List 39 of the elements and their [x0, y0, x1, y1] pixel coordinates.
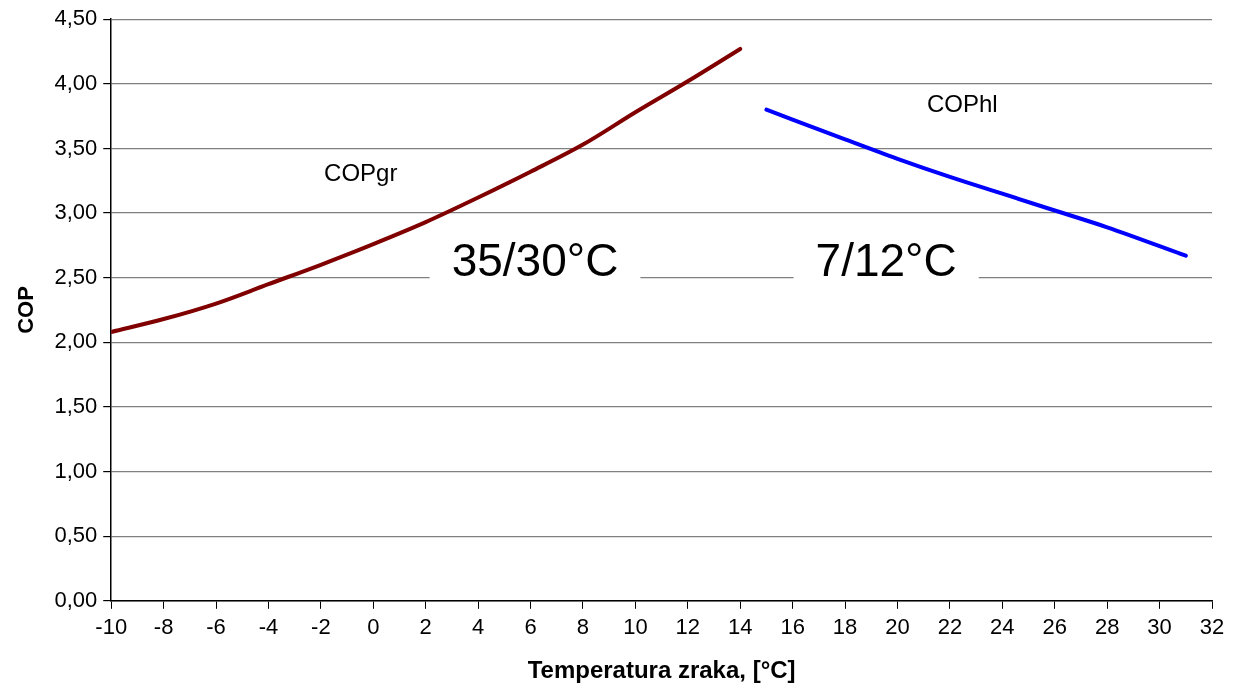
- annotation: 35/30°C: [451, 234, 619, 287]
- x-tick-label: 12: [675, 614, 701, 640]
- y-tick-label: 2,00: [54, 328, 98, 354]
- x-tick-label: -8: [153, 614, 174, 640]
- x-tick-label: 16: [780, 614, 805, 640]
- x-tick-label: 10: [623, 614, 648, 640]
- x-tick-label: 0: [367, 614, 380, 640]
- x-axis-title: Temperatura zraka, [°C]: [527, 656, 796, 684]
- x-tick-label: -2: [311, 614, 331, 640]
- y-tick-label: 4,50: [54, 5, 98, 31]
- x-tick-label: 8: [576, 614, 590, 640]
- y-tick-label: 0,00: [54, 586, 98, 612]
- x-tick-label: 18: [832, 614, 858, 640]
- y-axis-title: COP: [13, 286, 39, 334]
- x-tick-label: -4: [258, 614, 279, 640]
- x-tick-label: 2: [419, 614, 432, 640]
- y-tick-label: 4,00: [54, 69, 98, 95]
- annotation: 7/12°C: [815, 234, 957, 287]
- x-tick-label: 26: [1042, 614, 1067, 640]
- x-tick-label: 20: [885, 614, 910, 640]
- y-tick-label: 2,50: [54, 263, 98, 289]
- x-tick-label: -6: [206, 614, 226, 640]
- y-tick-label: 0,50: [54, 522, 98, 548]
- x-tick-label: 30: [1147, 614, 1172, 640]
- y-tick-label: 3,50: [54, 134, 98, 160]
- x-tick-label: 32: [1199, 614, 1225, 640]
- y-tick-label: 1,00: [54, 457, 98, 483]
- series-label: COPgr: [324, 158, 398, 186]
- line-series: [111, 46, 743, 334]
- text: COPhl: [926, 90, 998, 118]
- x-tick-label: 22: [937, 614, 963, 640]
- x-tick-label: 14: [727, 614, 753, 640]
- y-tick-label: 1,50: [54, 393, 98, 418]
- x-tick-label: 28: [1094, 614, 1120, 640]
- x-tick-label: 6: [524, 614, 537, 640]
- x-tick-label: 4: [472, 614, 485, 640]
- x-tick-label: 24: [990, 614, 1015, 640]
- x-tick-label: -10: [95, 614, 128, 640]
- y-tick-label: 3,00: [54, 199, 98, 225]
